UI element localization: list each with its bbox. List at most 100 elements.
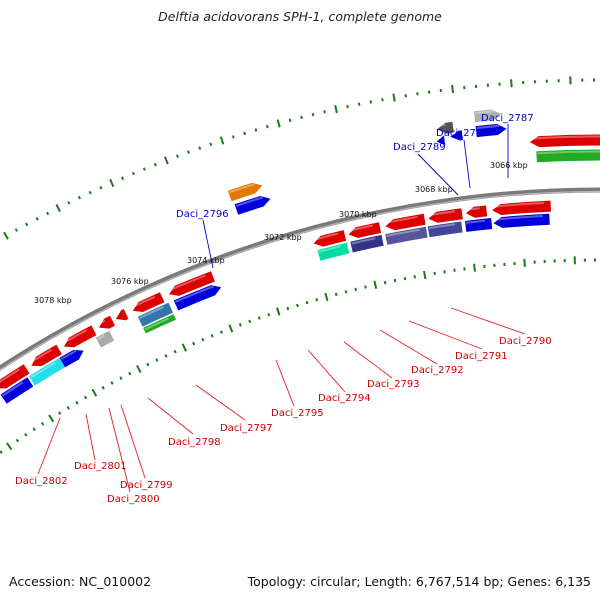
outer-ruler-tick: [510, 79, 513, 88]
outer-ruler-tick: [121, 176, 125, 180]
feature-daci-2798-c-highlight: [144, 317, 169, 331]
feature-daci-2797-b-highlight: [175, 285, 215, 303]
gene-label-daci-2796[interactable]: Daci_2796: [176, 209, 229, 220]
gene-label-daci-2788[interactable]: Daci_2788: [436, 128, 489, 139]
ruler-label-3076: 3076 kbp: [111, 277, 149, 286]
outer-ruler-ticks: [3, 76, 596, 240]
gene-features: [0, 109, 600, 404]
feature-daci-2793: [385, 213, 426, 231]
gene-label-daci-2795[interactable]: Daci_2795: [271, 408, 324, 419]
feature-daci-2802-e-highlight: [60, 349, 77, 360]
outer-ruler-tick: [243, 131, 247, 136]
gene-label-daci-2790[interactable]: Daci_2790: [499, 336, 552, 347]
leader-line: [108, 407, 131, 493]
feature-daci-2788: [436, 121, 454, 134]
inner-ruler-tick: [523, 258, 526, 267]
leader-line: [120, 404, 146, 479]
gene-label-daci-2801[interactable]: Daci_2801: [74, 461, 127, 472]
outer-ruler-tick: [288, 118, 292, 123]
genome-summary-text: Topology: circular; Length: 6,767,514 bp…: [247, 574, 591, 589]
inner-ruler-tick: [91, 388, 98, 397]
feature-daci-2795-b: [317, 242, 350, 261]
inner-ruler-tick: [119, 376, 123, 380]
feature-daci-2789a: [436, 135, 446, 146]
feature-daci-2802-c-highlight: [30, 361, 56, 379]
inner-ruler-tick: [373, 280, 378, 289]
outer-ruler-tick: [219, 136, 225, 145]
gene-label-daci-2798[interactable]: Daci_2798: [168, 437, 221, 448]
leader-line: [463, 139, 471, 189]
inner-ruler-tick: [181, 343, 187, 352]
inner-ruler-tick: [267, 312, 271, 317]
inner-ruler-tick: [210, 334, 214, 338]
outer-ruler-tick: [163, 156, 169, 165]
inner-ruler-ticks: [0, 256, 596, 454]
inner-ruler-tick: [473, 263, 476, 272]
gene-label-daci-2794[interactable]: Daci_2794: [318, 393, 371, 404]
inner-ruler-tick: [58, 411, 62, 415]
outer-ruler-tick: [99, 185, 103, 190]
gene-label-daci-2797[interactable]: Daci_2797: [220, 423, 273, 434]
feature-daci-2802-c: [29, 357, 66, 386]
gene-label-daci-2802[interactable]: Daci_2802: [15, 476, 68, 487]
feature-daci-2802-d-highlight: [1, 381, 24, 397]
inner-ruler-tick: [393, 278, 397, 283]
gene-label-daci-2799[interactable]: Daci_2799: [120, 480, 173, 491]
feature-daci-2792-b: [427, 221, 463, 238]
feature-daci-2787-highlight: [476, 124, 500, 129]
feature-daci-2794-highlight: [348, 224, 374, 232]
feature-daci-2798-b: [137, 302, 173, 327]
inner-ruler-tick: [334, 292, 338, 297]
inner-ruler-tick: [101, 385, 105, 390]
feature-daci-2798-highlight: [131, 295, 156, 309]
feature-daci-2796-top: [227, 182, 263, 202]
outer-ruler-tick: [187, 150, 190, 154]
inner-ruler-tick: [276, 307, 281, 316]
inner-ruler-tick: [146, 362, 150, 367]
outer-ruler-tick: [55, 204, 61, 213]
outer-ruler-tick: [46, 211, 50, 216]
ruler-label-3074: 3074 kbp: [187, 256, 225, 265]
feature-daci-2801: [64, 325, 97, 348]
feature-daci-2796: [234, 196, 271, 215]
outer-ruler-tick: [14, 228, 18, 232]
leader-line: [202, 219, 214, 269]
feature-edge-red: [529, 134, 600, 148]
leader-line: [379, 329, 438, 365]
inner-ruler-tick: [136, 364, 142, 374]
gene-label-daci-2787[interactable]: Daci_2787: [481, 113, 534, 124]
gene-label-daci-2800[interactable]: Daci_2800: [107, 494, 160, 505]
feature-daci-2787-top-highlight: [475, 110, 494, 115]
gene-label-daci-2791[interactable]: Daci_2791: [455, 351, 508, 362]
gene-label-daci-2789[interactable]: Daci_2789: [393, 142, 446, 153]
inner-ruler-tick: [155, 358, 159, 362]
inner-ruler-tick: [286, 306, 290, 311]
gene-label-daci-2793[interactable]: Daci_2793: [367, 379, 420, 390]
feature-daci-2791-highlight: [466, 207, 480, 211]
feature-daci-2790-b-highlight: [494, 215, 543, 221]
outer-ruler-tick: [346, 104, 349, 109]
outer-ruler-tick: [209, 142, 213, 147]
inner-ruler-tick: [219, 330, 224, 334]
leader-line: [37, 417, 61, 475]
inner-ruler-tick: [403, 276, 407, 281]
gene-label-daci-2792[interactable]: Daci_2792: [411, 365, 464, 376]
feature-daci-2795-b-highlight: [318, 245, 341, 253]
genome-backbone-highlight: [0, 191, 600, 371]
feature-daci-2802b-highlight: [0, 368, 20, 383]
feature-daci-2791-b-highlight: [465, 219, 485, 224]
feature-daci-2792-highlight: [428, 210, 456, 217]
inner-ruler-tick: [84, 395, 88, 400]
map-title: Delftia acidovorans SPH-1, complete geno…: [158, 9, 442, 24]
feature-daci-2802a: [31, 344, 62, 367]
feature-daci-2787-top: [474, 109, 502, 123]
leader-line: [275, 359, 295, 407]
feature-daci-2798-c: [143, 314, 176, 334]
leader-line: [450, 307, 526, 335]
feature-daci-2799-highlight: [114, 312, 120, 317]
feature-daci-2801-highlight: [62, 329, 87, 344]
ruler-label-3068: 3068 kbp: [415, 185, 453, 194]
feature-daci-2794-b-highlight: [351, 237, 376, 245]
leader-line: [307, 349, 346, 393]
